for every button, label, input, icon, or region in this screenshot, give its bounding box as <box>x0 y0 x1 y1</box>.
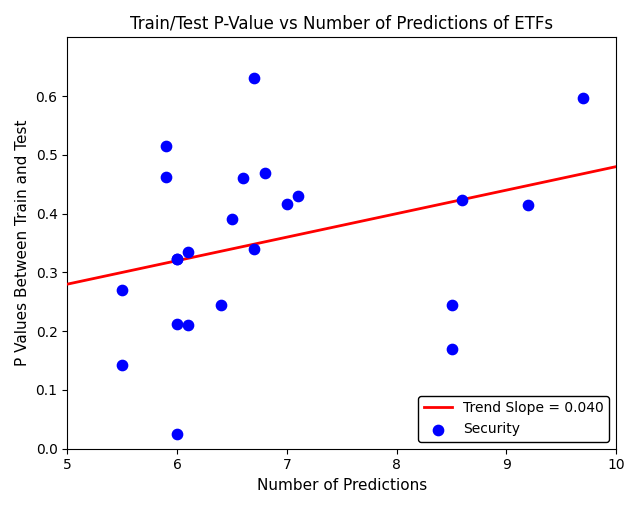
Security <box>578 94 588 102</box>
Security <box>183 248 193 256</box>
Security <box>172 430 182 438</box>
Security <box>117 361 127 369</box>
Security <box>172 320 182 328</box>
Security <box>282 200 292 208</box>
Y-axis label: P Values Between Train and Test: P Values Between Train and Test <box>15 120 30 366</box>
Title: Train/Test P-Value vs Number of Predictions of ETFs: Train/Test P-Value vs Number of Predicti… <box>130 15 554 33</box>
Security <box>446 301 456 309</box>
X-axis label: Number of Predictions: Number of Predictions <box>257 478 427 493</box>
Security <box>446 345 456 353</box>
Security <box>172 255 182 263</box>
Security <box>524 201 534 209</box>
Security <box>161 142 172 150</box>
Security <box>458 196 468 204</box>
Security <box>249 245 259 253</box>
Security <box>117 286 127 294</box>
Security <box>172 256 182 264</box>
Security <box>292 192 303 200</box>
Security <box>260 169 270 177</box>
Security <box>249 74 259 82</box>
Legend: Trend Slope = 0.040, Security: Trend Slope = 0.040, Security <box>419 396 609 442</box>
Security <box>183 321 193 329</box>
Security <box>216 301 226 309</box>
Security <box>227 215 237 223</box>
Security <box>238 174 248 182</box>
Security <box>161 173 172 181</box>
